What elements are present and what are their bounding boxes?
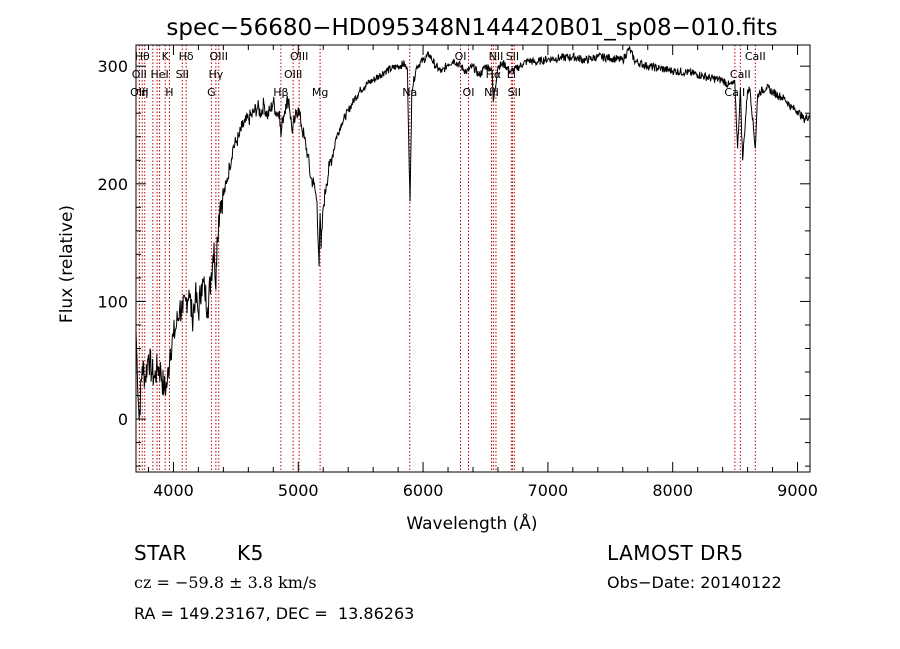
line-marker-label: H <box>165 86 173 99</box>
y-tick-label: 100 <box>97 292 128 311</box>
line-marker-label: SII <box>508 86 521 99</box>
line-marker-label: OIII <box>130 86 148 99</box>
x-axis-ticks: 4000 5000 6000 7000 8000 9000 <box>147 45 818 500</box>
line-marker-label: Hδ <box>179 50 194 63</box>
x-tick-label: 8000 <box>652 481 693 500</box>
y-axis-ticks: 0 100 200 300 <box>97 57 810 467</box>
line-marker-label: Hα <box>486 68 502 81</box>
spectral-subclass: K5 <box>237 541 264 565</box>
line-marker-label: OIII <box>290 50 308 63</box>
line-marker-label: CaII <box>745 50 766 63</box>
spectrum-line <box>135 46 811 420</box>
line-marker-label: Mg <box>312 86 328 99</box>
line-marker-label: Hθ <box>135 50 150 63</box>
line-marker-label: OII <box>132 68 147 81</box>
line-marker-label: OIII <box>284 68 302 81</box>
y-tick-label: 300 <box>97 57 128 76</box>
y-axis-label: Flux (relative) <box>57 205 77 323</box>
observation-date: Obs−Date: 20140122 <box>607 573 782 592</box>
line-marker-label: HeI <box>150 68 168 81</box>
x-tick-label: 9000 <box>777 481 818 500</box>
x-tick-label: 4000 <box>153 481 194 500</box>
line-marker-label: Hβ <box>273 86 288 99</box>
line-marker-label: SII <box>176 68 189 81</box>
line-marker-label: G <box>207 86 216 99</box>
line-marker-label: OI <box>463 86 475 99</box>
y-tick-label: 200 <box>97 175 128 194</box>
line-marker-label: Hγ <box>208 68 223 81</box>
chart-title: spec−56680−HD095348N144420B01_sp08−010.f… <box>166 15 777 41</box>
plot-frame <box>135 44 811 473</box>
line-marker-label: SII <box>506 50 519 63</box>
x-tick-label: 5000 <box>278 481 319 500</box>
line-marker-label: CaII <box>730 68 751 81</box>
object-type: STAR <box>134 541 187 565</box>
line-marker-label: η <box>141 86 148 99</box>
line-marker-label: Li <box>507 68 516 81</box>
redshift-velocity: cz = −59.8 ± 3.8 km/s <box>134 573 317 592</box>
y-tick-label: 0 <box>118 410 128 429</box>
line-marker-label: NII <box>484 86 499 99</box>
coordinates: RA = 149.23167, DEC = 13.86263 <box>134 604 415 623</box>
line-marker-label: OI <box>455 50 467 63</box>
x-axis-label: Wavelength (Å) <box>406 512 537 534</box>
x-tick-label: 7000 <box>528 481 569 500</box>
x-tick-label: 6000 <box>403 481 444 500</box>
line-marker-label: K <box>162 50 170 63</box>
line-marker-label: NII <box>489 50 504 63</box>
line-marker-label: Na <box>402 86 417 99</box>
survey-name: LAMOST DR5 <box>607 541 744 565</box>
line-marker-layer <box>138 45 756 472</box>
line-marker-label: OIII <box>210 50 228 63</box>
